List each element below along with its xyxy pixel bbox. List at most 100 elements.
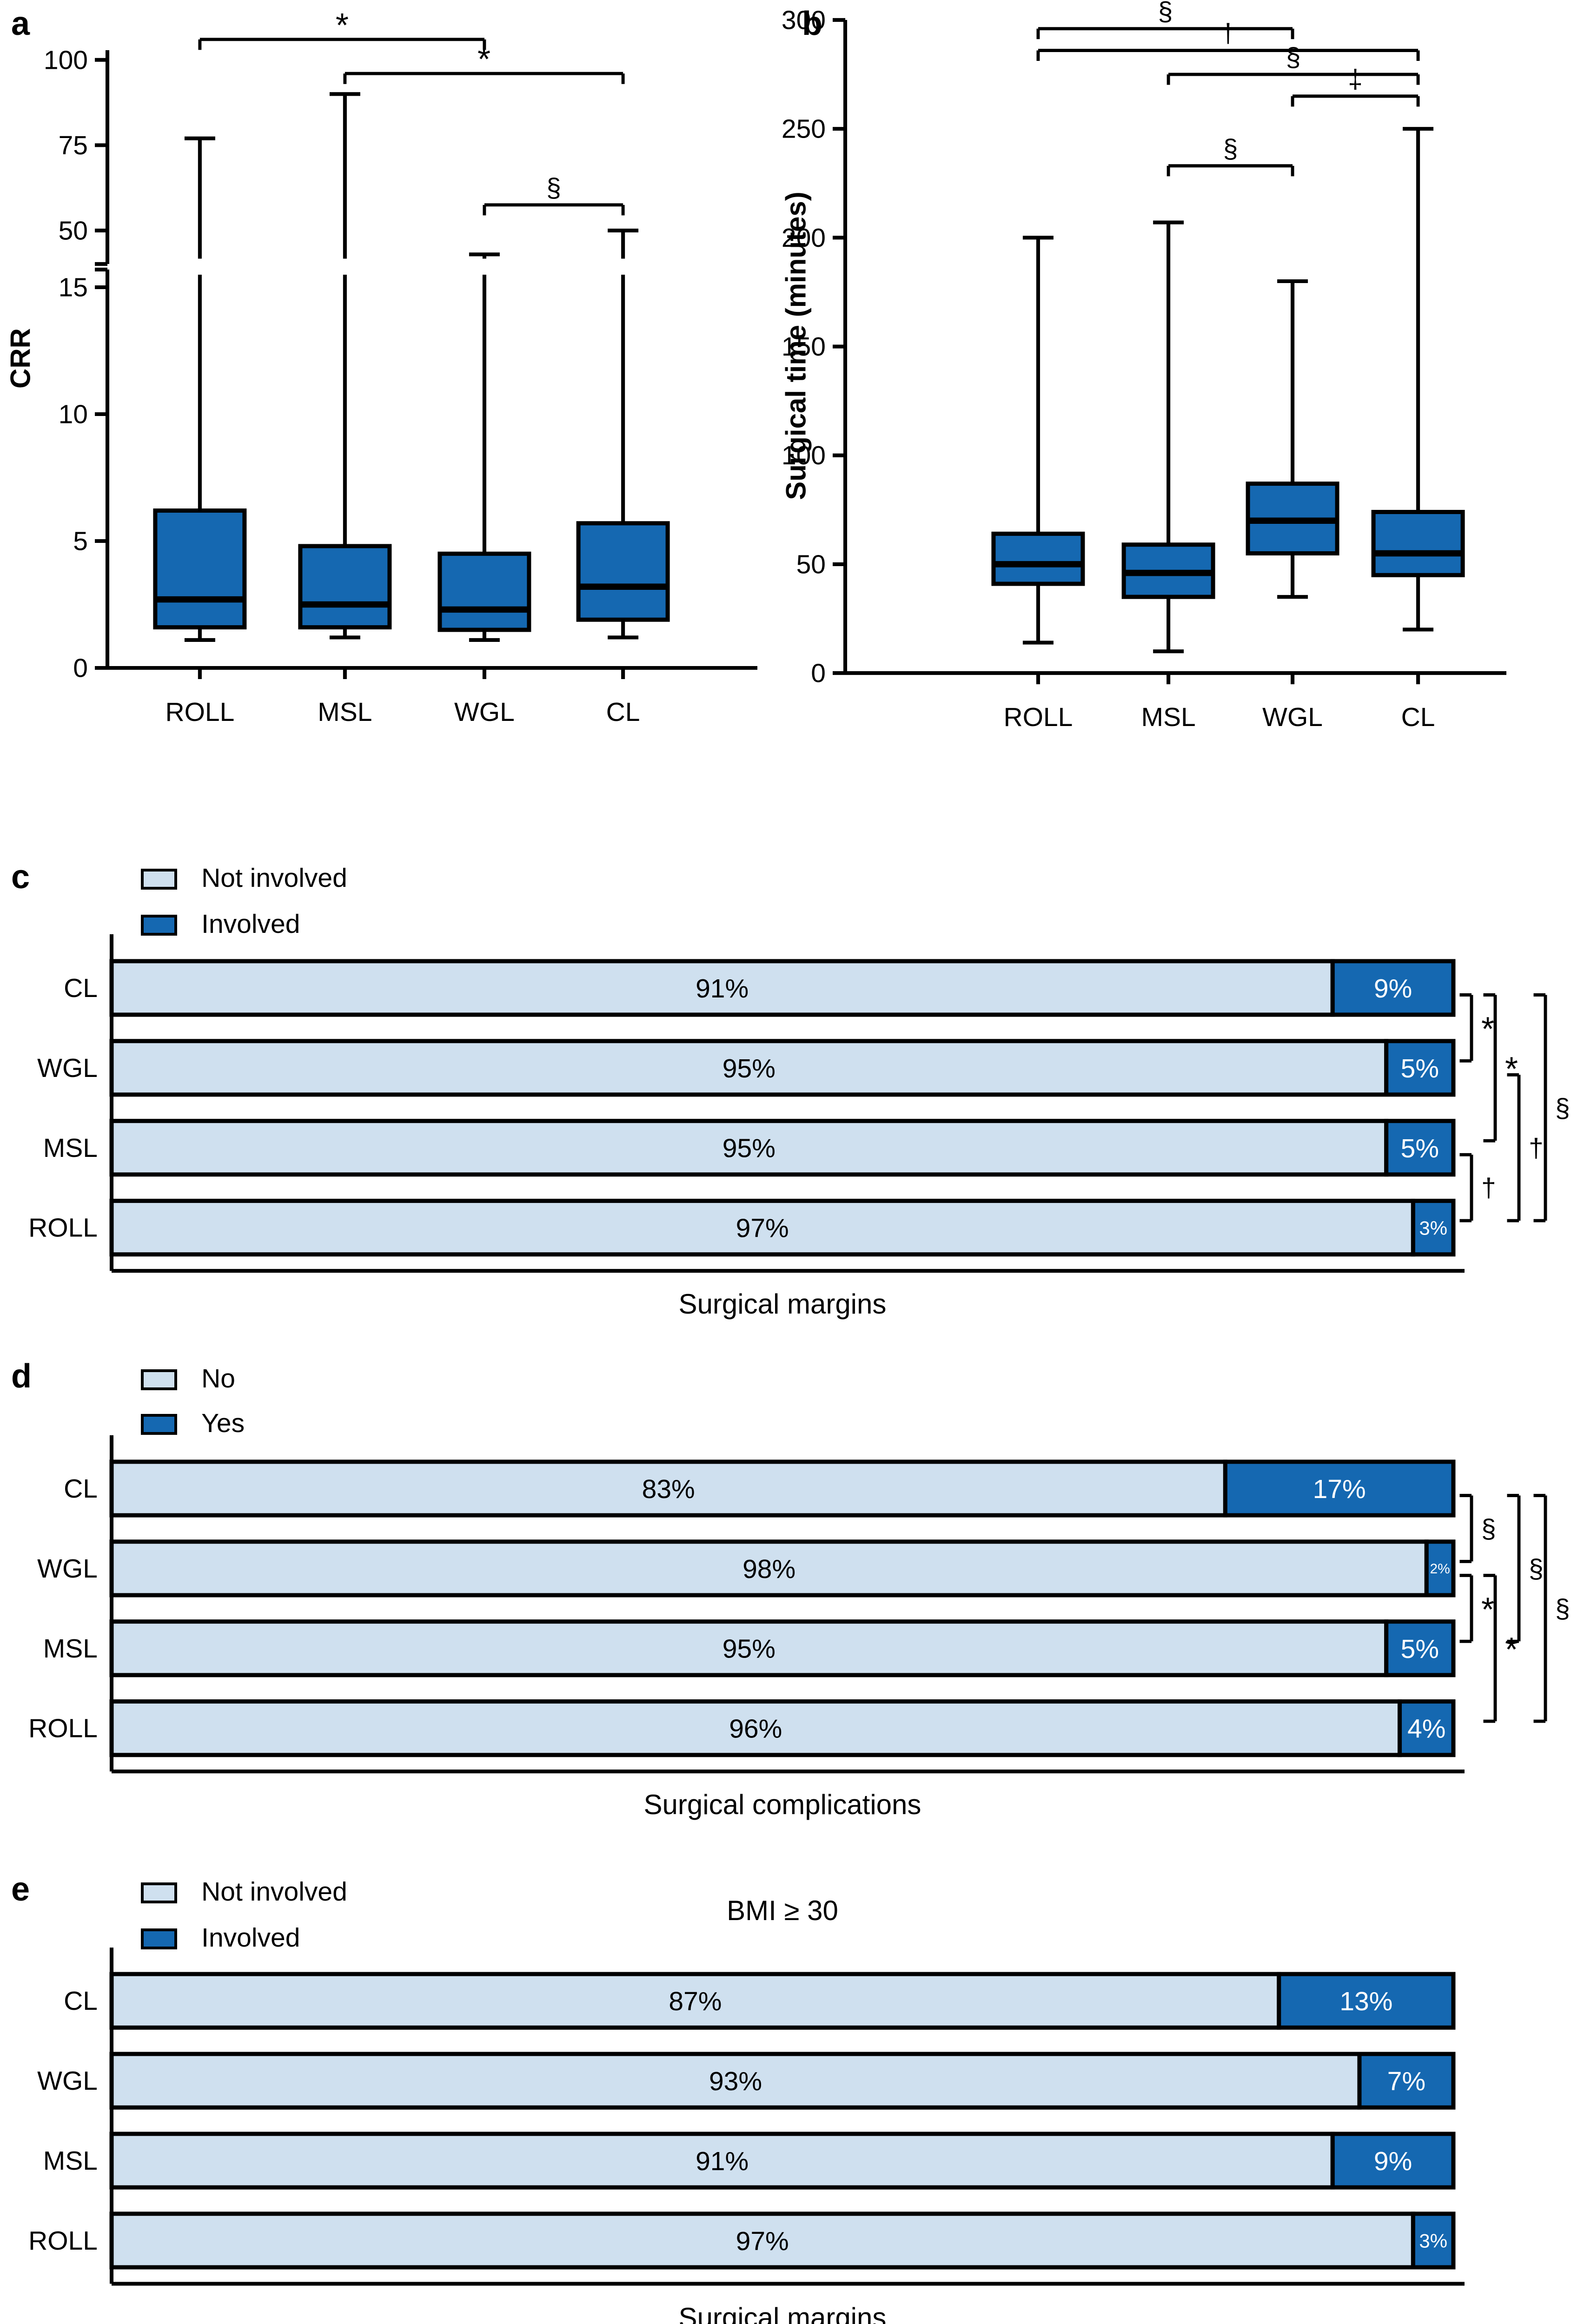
legend-swatch-no — [140, 1368, 178, 1390]
sig-label: § — [1223, 134, 1238, 164]
bar-value-label: 17% — [1313, 1474, 1366, 1504]
bar-segment-light — [109, 1699, 1402, 1757]
box-iqr — [153, 508, 247, 630]
bar-segment-dark — [1357, 2052, 1456, 2110]
bar-segment-dark — [1330, 2132, 1456, 2190]
legend-swatch-not-involved — [140, 869, 178, 890]
panel-letter-a: a — [11, 6, 30, 43]
legend-item: Yes — [140, 1412, 245, 1438]
sig-label: § — [1555, 1594, 1570, 1624]
category-label: WGL — [1262, 702, 1323, 732]
sig-label: * — [1505, 1050, 1518, 1088]
bar-value-label: 83% — [642, 1474, 695, 1504]
category-label: WGL — [37, 2066, 98, 2096]
bar-value-label: 97% — [736, 2226, 789, 2256]
bar-value-label: 93% — [709, 2067, 762, 2096]
bar-segment-light — [109, 1119, 1389, 1177]
sig-label: ‡ — [1348, 64, 1363, 94]
bar-segment-light — [109, 2132, 1335, 2190]
bar-value-label: 7% — [1387, 2067, 1425, 2096]
bar-segment-dark — [1411, 1199, 1456, 1257]
category-label: ROLL — [28, 1213, 98, 1243]
bar-value-label: 95% — [723, 1054, 776, 1083]
bar-segment-light — [109, 1459, 1227, 1518]
bar-value-label: 95% — [723, 1634, 776, 1664]
legend-label: Not involved — [201, 1878, 347, 1908]
bar-value-label: 98% — [742, 1554, 795, 1584]
box-iqr — [1371, 509, 1465, 577]
category-label: MSL — [43, 1634, 98, 1664]
category-label: WGL — [454, 697, 515, 727]
legend-item: Not involved — [140, 1878, 347, 1908]
bar-segment-dark — [1411, 2212, 1456, 2270]
y-axis-title-b: Surgical time (minutes) — [782, 191, 813, 500]
y-tick-label: 50 — [796, 549, 826, 579]
y-tick-label: 10 — [59, 400, 88, 429]
bar-segment-light — [109, 1539, 1429, 1598]
box-iqr — [298, 544, 392, 630]
category-label: ROLL — [165, 697, 234, 727]
sig-label: § — [1529, 1554, 1544, 1584]
legend-label: No — [201, 1364, 236, 1394]
category-label: ROLL — [28, 1714, 98, 1743]
box-iqr — [576, 521, 670, 622]
y-tick-label: 300 — [782, 5, 826, 35]
sig-label: * — [1505, 1631, 1518, 1668]
bar-value-label: 91% — [696, 2146, 749, 2176]
panel-letter-e: e — [11, 1871, 30, 1909]
legend-item: No — [140, 1364, 236, 1394]
category-label: WGL — [37, 1053, 98, 1083]
bar-segment-light — [109, 2212, 1415, 2270]
y-tick-label: 75 — [59, 131, 88, 160]
y-tick-label: 100 — [782, 441, 826, 470]
panel-e-subtitle: BMI ≥ 30 — [727, 1896, 838, 1927]
bar-value-label: 96% — [729, 1714, 782, 1744]
x-axis-title-e: Surgical margins — [678, 2303, 887, 2324]
sig-label: * — [1481, 1591, 1494, 1628]
category-label: WGL — [37, 1554, 98, 1584]
sig-label: § — [1158, 0, 1173, 26]
bar-value-label: 5% — [1401, 1134, 1439, 1163]
bar-segment-dark — [1398, 1699, 1456, 1757]
legend-item: Involved — [140, 1924, 300, 1954]
y-tick-label: 50 — [59, 216, 88, 245]
legend-item: Involved — [140, 910, 300, 940]
category-label: MSL — [43, 1133, 98, 1163]
bar-value-label: 4% — [1407, 1714, 1445, 1744]
sig-label: † — [1529, 1133, 1544, 1163]
bar-segment-dark — [1277, 1972, 1456, 2030]
category-label: CL — [606, 697, 640, 727]
legend-item: Not involved — [140, 866, 347, 892]
bar-segment-dark — [1384, 1039, 1456, 1097]
sig-label: † — [1221, 19, 1236, 48]
bar-value-label: 2% — [1430, 1561, 1450, 1577]
legend-label: Involved — [201, 1924, 300, 1954]
bar-segment-dark — [1424, 1539, 1456, 1598]
category-label: ROLL — [28, 2226, 98, 2256]
legend-label: Involved — [201, 910, 300, 940]
bar-segment-dark — [1384, 1119, 1456, 1177]
sig-label: § — [546, 173, 561, 203]
y-tick-label: 0 — [73, 654, 88, 683]
sig-label: § — [1481, 1514, 1496, 1544]
bar-segment-light — [109, 2052, 1362, 2110]
category-label: MSL — [43, 2146, 98, 2176]
category-label: CL — [64, 1986, 98, 2016]
bar-value-label: 3% — [1419, 1217, 1447, 1239]
bar-segment-light — [109, 1199, 1415, 1257]
bar-value-label: 91% — [696, 974, 749, 1004]
category-label: CL — [1401, 702, 1435, 732]
bar-value-label: 5% — [1401, 1054, 1439, 1083]
bar-segment-dark — [1330, 959, 1456, 1017]
bar-value-label: 87% — [669, 1987, 722, 2016]
bar-value-label: 9% — [1374, 2146, 1412, 2176]
y-tick-label: 0 — [811, 659, 826, 688]
bar-value-label: 5% — [1401, 1634, 1439, 1664]
y-axis-title-a: CRR — [6, 328, 37, 389]
bar-segment-light — [109, 1039, 1389, 1097]
box-iqr — [437, 551, 531, 632]
sig-label: * — [336, 7, 349, 44]
y-tick-label: 200 — [782, 223, 826, 253]
